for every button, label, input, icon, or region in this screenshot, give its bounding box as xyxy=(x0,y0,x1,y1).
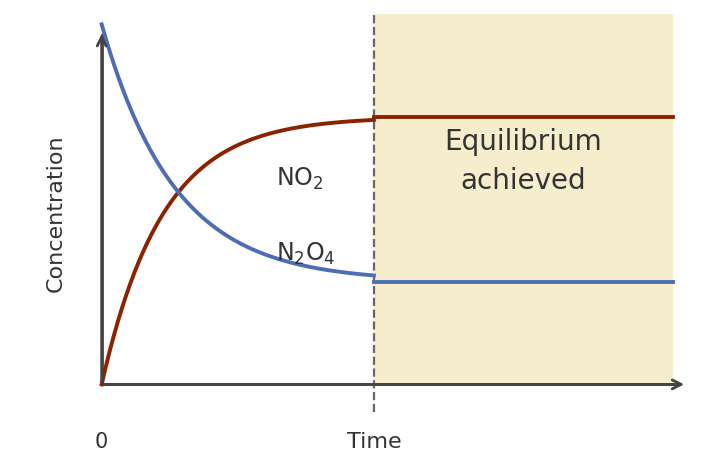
Text: 0: 0 xyxy=(95,432,108,453)
Text: NO$_2$: NO$_2$ xyxy=(276,166,324,192)
Bar xyxy=(374,14,673,384)
Text: N$_2$O$_4$: N$_2$O$_4$ xyxy=(276,241,336,267)
Text: Concentration: Concentration xyxy=(46,134,65,292)
Text: Time: Time xyxy=(346,432,401,453)
Text: Equilibrium
achieved: Equilibrium achieved xyxy=(445,128,602,195)
